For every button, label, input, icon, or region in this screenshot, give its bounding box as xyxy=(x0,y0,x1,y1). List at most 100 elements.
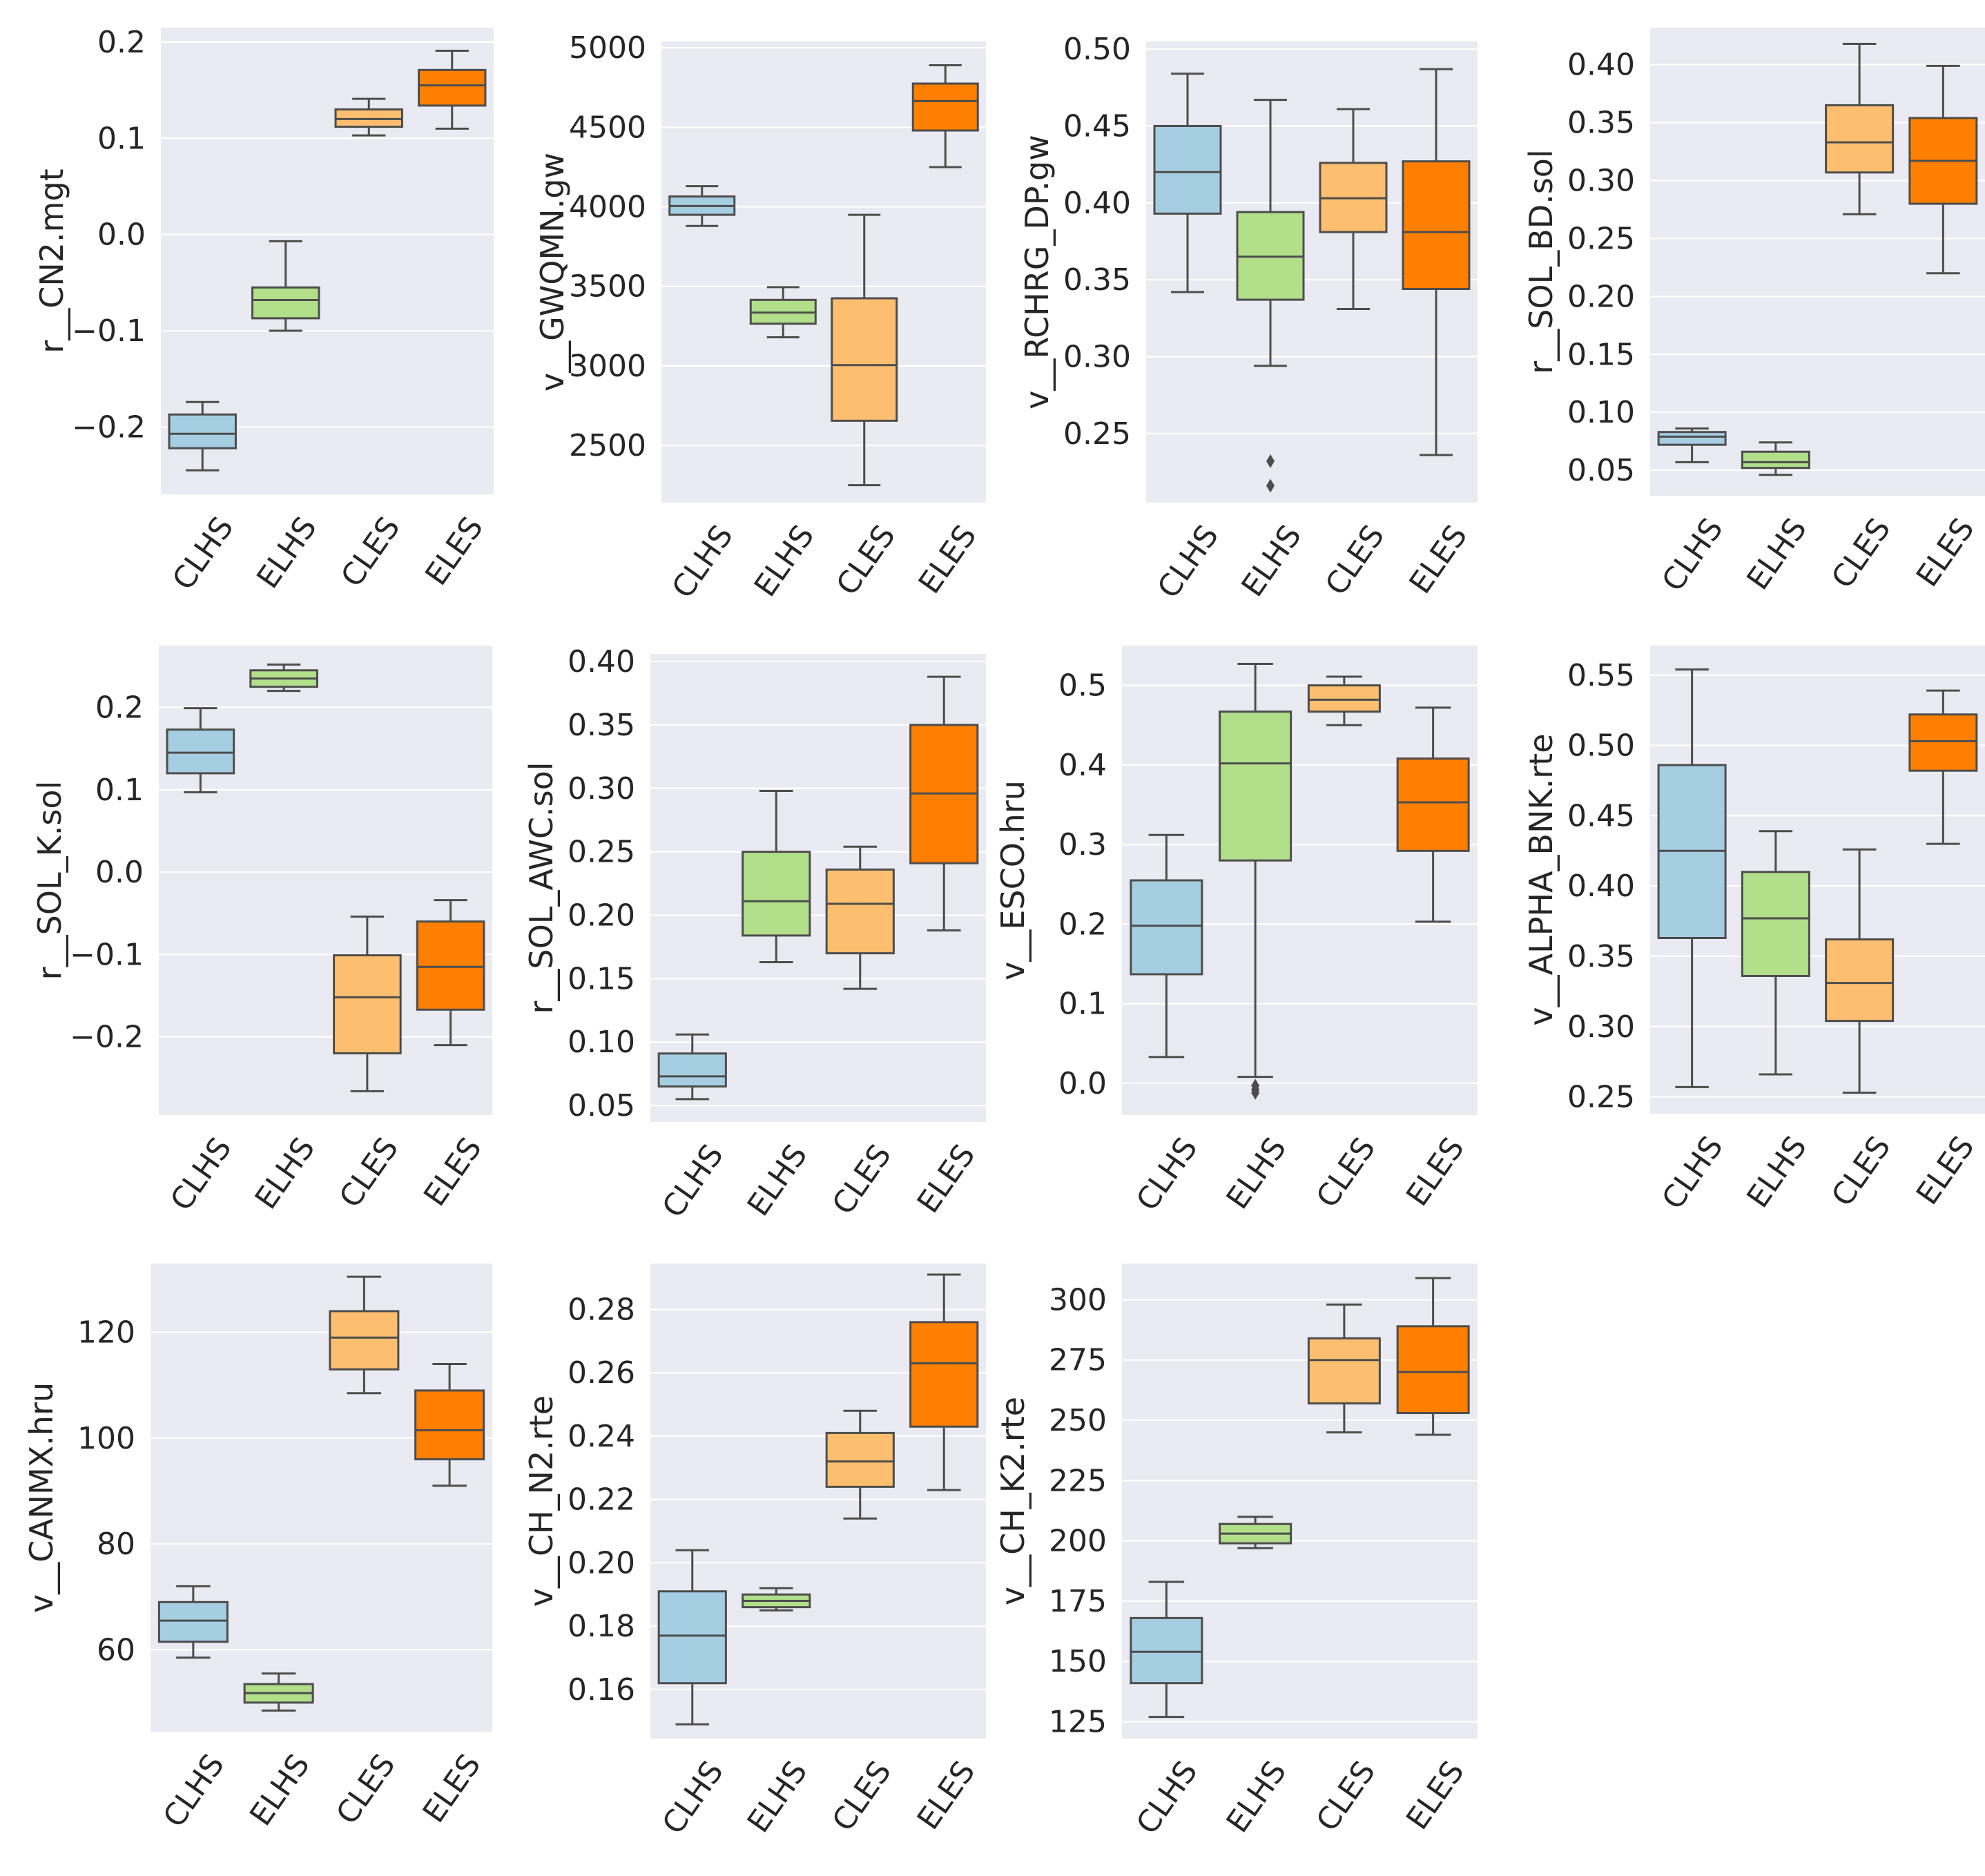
panel-6-clhs-box xyxy=(657,1052,727,1088)
panel-4-ytick-label: 0.10 xyxy=(1567,395,1635,430)
panel-1-ytick-label: −0.1 xyxy=(72,313,146,349)
panel-1-eles-box xyxy=(418,68,487,107)
panel-5-ytick-label: 0.1 xyxy=(95,773,144,808)
panel-6-ytick-label: 0.40 xyxy=(568,644,635,679)
panel-1-elhs-box xyxy=(251,286,320,320)
panel-8-ytick-label: 0.40 xyxy=(1567,869,1635,904)
panel-10-ylabel: v__CH_N2.rte xyxy=(523,1395,560,1607)
panel-7-ytick-label: 0.4 xyxy=(1058,748,1107,783)
panel-11-ytick-label: 200 xyxy=(1049,1524,1107,1559)
panel-4-ytick-label: 0.15 xyxy=(1567,337,1635,372)
panel-4-ytick-label: 0.30 xyxy=(1567,164,1635,199)
panel-9-ytick-label: 80 xyxy=(97,1527,135,1562)
panel-6-cles-box xyxy=(825,868,895,955)
panel-3-ytick-label: 0.25 xyxy=(1063,416,1131,452)
panel-6-ytick-label: 0.20 xyxy=(568,898,635,934)
panel-6-ytick-label: 0.15 xyxy=(568,961,635,996)
panel-6-ytick-label: 0.10 xyxy=(568,1025,635,1060)
panel-7-elhs-outlier xyxy=(1251,1085,1260,1100)
panel-2-cles-box xyxy=(831,297,898,422)
panel-10-cles-box xyxy=(825,1431,895,1488)
panel-3-eles-box xyxy=(1402,160,1471,290)
panel-3-ytick-label: 0.30 xyxy=(1063,339,1131,374)
panel-10-ytick-label: 0.26 xyxy=(568,1355,635,1391)
panel-9-cles-box xyxy=(329,1310,400,1371)
panel-10-ytick-label: 0.28 xyxy=(568,1293,635,1328)
panel-6-ytick-label: 0.35 xyxy=(568,708,635,743)
panel-8-elhs-box xyxy=(1741,871,1810,977)
panel-3-ytick-label: 0.35 xyxy=(1063,262,1131,298)
panel-4-ytick-label: 0.25 xyxy=(1567,221,1635,256)
panel-6-ytick-label: 0.05 xyxy=(568,1088,635,1123)
panel-4-cles-box xyxy=(1825,104,1895,174)
panel-4-ytick-label: 0.40 xyxy=(1567,48,1635,83)
panel-3-ytick-label: 0.50 xyxy=(1063,32,1131,67)
panel-2-ytick-label: 3500 xyxy=(569,269,646,304)
panel-6-ytick-label: 0.30 xyxy=(568,771,635,806)
panel-2-ylabel: v__GWQMN.gw xyxy=(534,153,571,391)
panel-7-cles-box xyxy=(1307,684,1381,713)
panel-3-elhs-outlier xyxy=(1266,478,1275,493)
panel-4-plot-area xyxy=(1650,28,1985,496)
panel-9-ylabel: v__CANMX.hru xyxy=(23,1382,60,1613)
panel-6-ylabel: r__SOL_AWC.sol xyxy=(523,762,560,1014)
panel-11-ylabel: v__CH_K2.rte xyxy=(994,1397,1032,1605)
panel-9-eles-box xyxy=(414,1389,485,1460)
panel-3-ytick-label: 0.40 xyxy=(1063,186,1131,221)
panel-3-clhs-box xyxy=(1153,124,1222,215)
panel-5-ytick-label: 0.0 xyxy=(95,855,144,890)
panel-11-ytick-label: 250 xyxy=(1049,1403,1107,1438)
panel-1-ytick-label: 0.2 xyxy=(97,25,146,60)
panel-11-eles-box xyxy=(1396,1325,1470,1415)
panel-6-ytick-label: 0.25 xyxy=(568,835,635,870)
panel-5-ytick-label: −0.1 xyxy=(70,937,144,972)
panel-11-ytick-label: 225 xyxy=(1049,1463,1107,1498)
panel-8-eles-box xyxy=(1908,713,1978,772)
panel-11-clhs-box xyxy=(1130,1616,1203,1685)
panel-4-clhs-box xyxy=(1657,431,1727,446)
panel-5-cles-box xyxy=(333,954,402,1055)
panel-11-ytick-label: 125 xyxy=(1049,1705,1107,1740)
panel-4-elhs-box xyxy=(1741,450,1810,470)
panel-1-ytick-label: 0.1 xyxy=(97,121,146,156)
panel-7-ytick-label: 0.1 xyxy=(1058,987,1107,1022)
panel-2-ytick-label: 5000 xyxy=(569,30,646,66)
panel-9-ytick-label: 120 xyxy=(77,1315,135,1351)
panel-5-clhs-box xyxy=(166,728,235,775)
panel-10-ytick-label: 0.18 xyxy=(568,1609,635,1644)
panel-1-ytick-label: 0.0 xyxy=(97,217,146,253)
panel-8-cles-box xyxy=(1825,938,1895,1023)
panel-4-ytick-label: 0.35 xyxy=(1567,106,1635,141)
panel-7-clhs-box xyxy=(1130,879,1203,976)
panel-7-eles-box xyxy=(1396,757,1470,852)
panel-10-ytick-label: 0.20 xyxy=(568,1545,635,1580)
panel-6-elhs-box xyxy=(742,851,811,937)
panel-7-ytick-label: 0.2 xyxy=(1058,907,1107,942)
panel-8-ytick-label: 0.45 xyxy=(1567,798,1635,833)
panel-10-ytick-label: 0.22 xyxy=(568,1482,635,1518)
panel-11-ytick-label: 275 xyxy=(1049,1343,1107,1378)
panel-9-plot-area xyxy=(151,1264,492,1732)
panel-4-ylabel: r__SOL_BD.sol xyxy=(1522,149,1560,374)
panel-5-eles-box xyxy=(416,920,485,1011)
panel-11-ytick-label: 300 xyxy=(1049,1282,1107,1317)
panel-5-ylabel: r__SOL_K.sol xyxy=(31,781,68,980)
panel-4-ytick-label: 0.20 xyxy=(1567,279,1635,314)
panel-8-ytick-label: 0.55 xyxy=(1567,658,1635,693)
panel-11-ytick-label: 150 xyxy=(1049,1644,1107,1679)
panel-10-eles-box xyxy=(909,1321,979,1428)
panel-7-elhs-box xyxy=(1219,710,1292,862)
panel-1-ytick-label: −0.2 xyxy=(72,409,146,445)
panel-11-cles-box xyxy=(1307,1337,1381,1405)
panel-10-clhs-box xyxy=(657,1590,727,1685)
panel-5-ytick-label: 0.2 xyxy=(95,690,144,725)
panel-2-eles-box xyxy=(911,82,979,132)
panel-10-ytick-label: 0.24 xyxy=(568,1419,635,1454)
panel-8-ytick-label: 0.50 xyxy=(1567,728,1635,764)
panel-2-ytick-label: 3000 xyxy=(569,349,646,384)
panel-8-ylabel: v__ALPHA_BNK.rte xyxy=(1522,733,1560,1025)
panel-1-clhs-box xyxy=(168,413,237,449)
panel-2-ytick-label: 4000 xyxy=(569,190,646,225)
panel-9-ytick-label: 100 xyxy=(77,1421,135,1456)
panel-1-ylabel: r__CN2.mgt xyxy=(33,168,70,353)
